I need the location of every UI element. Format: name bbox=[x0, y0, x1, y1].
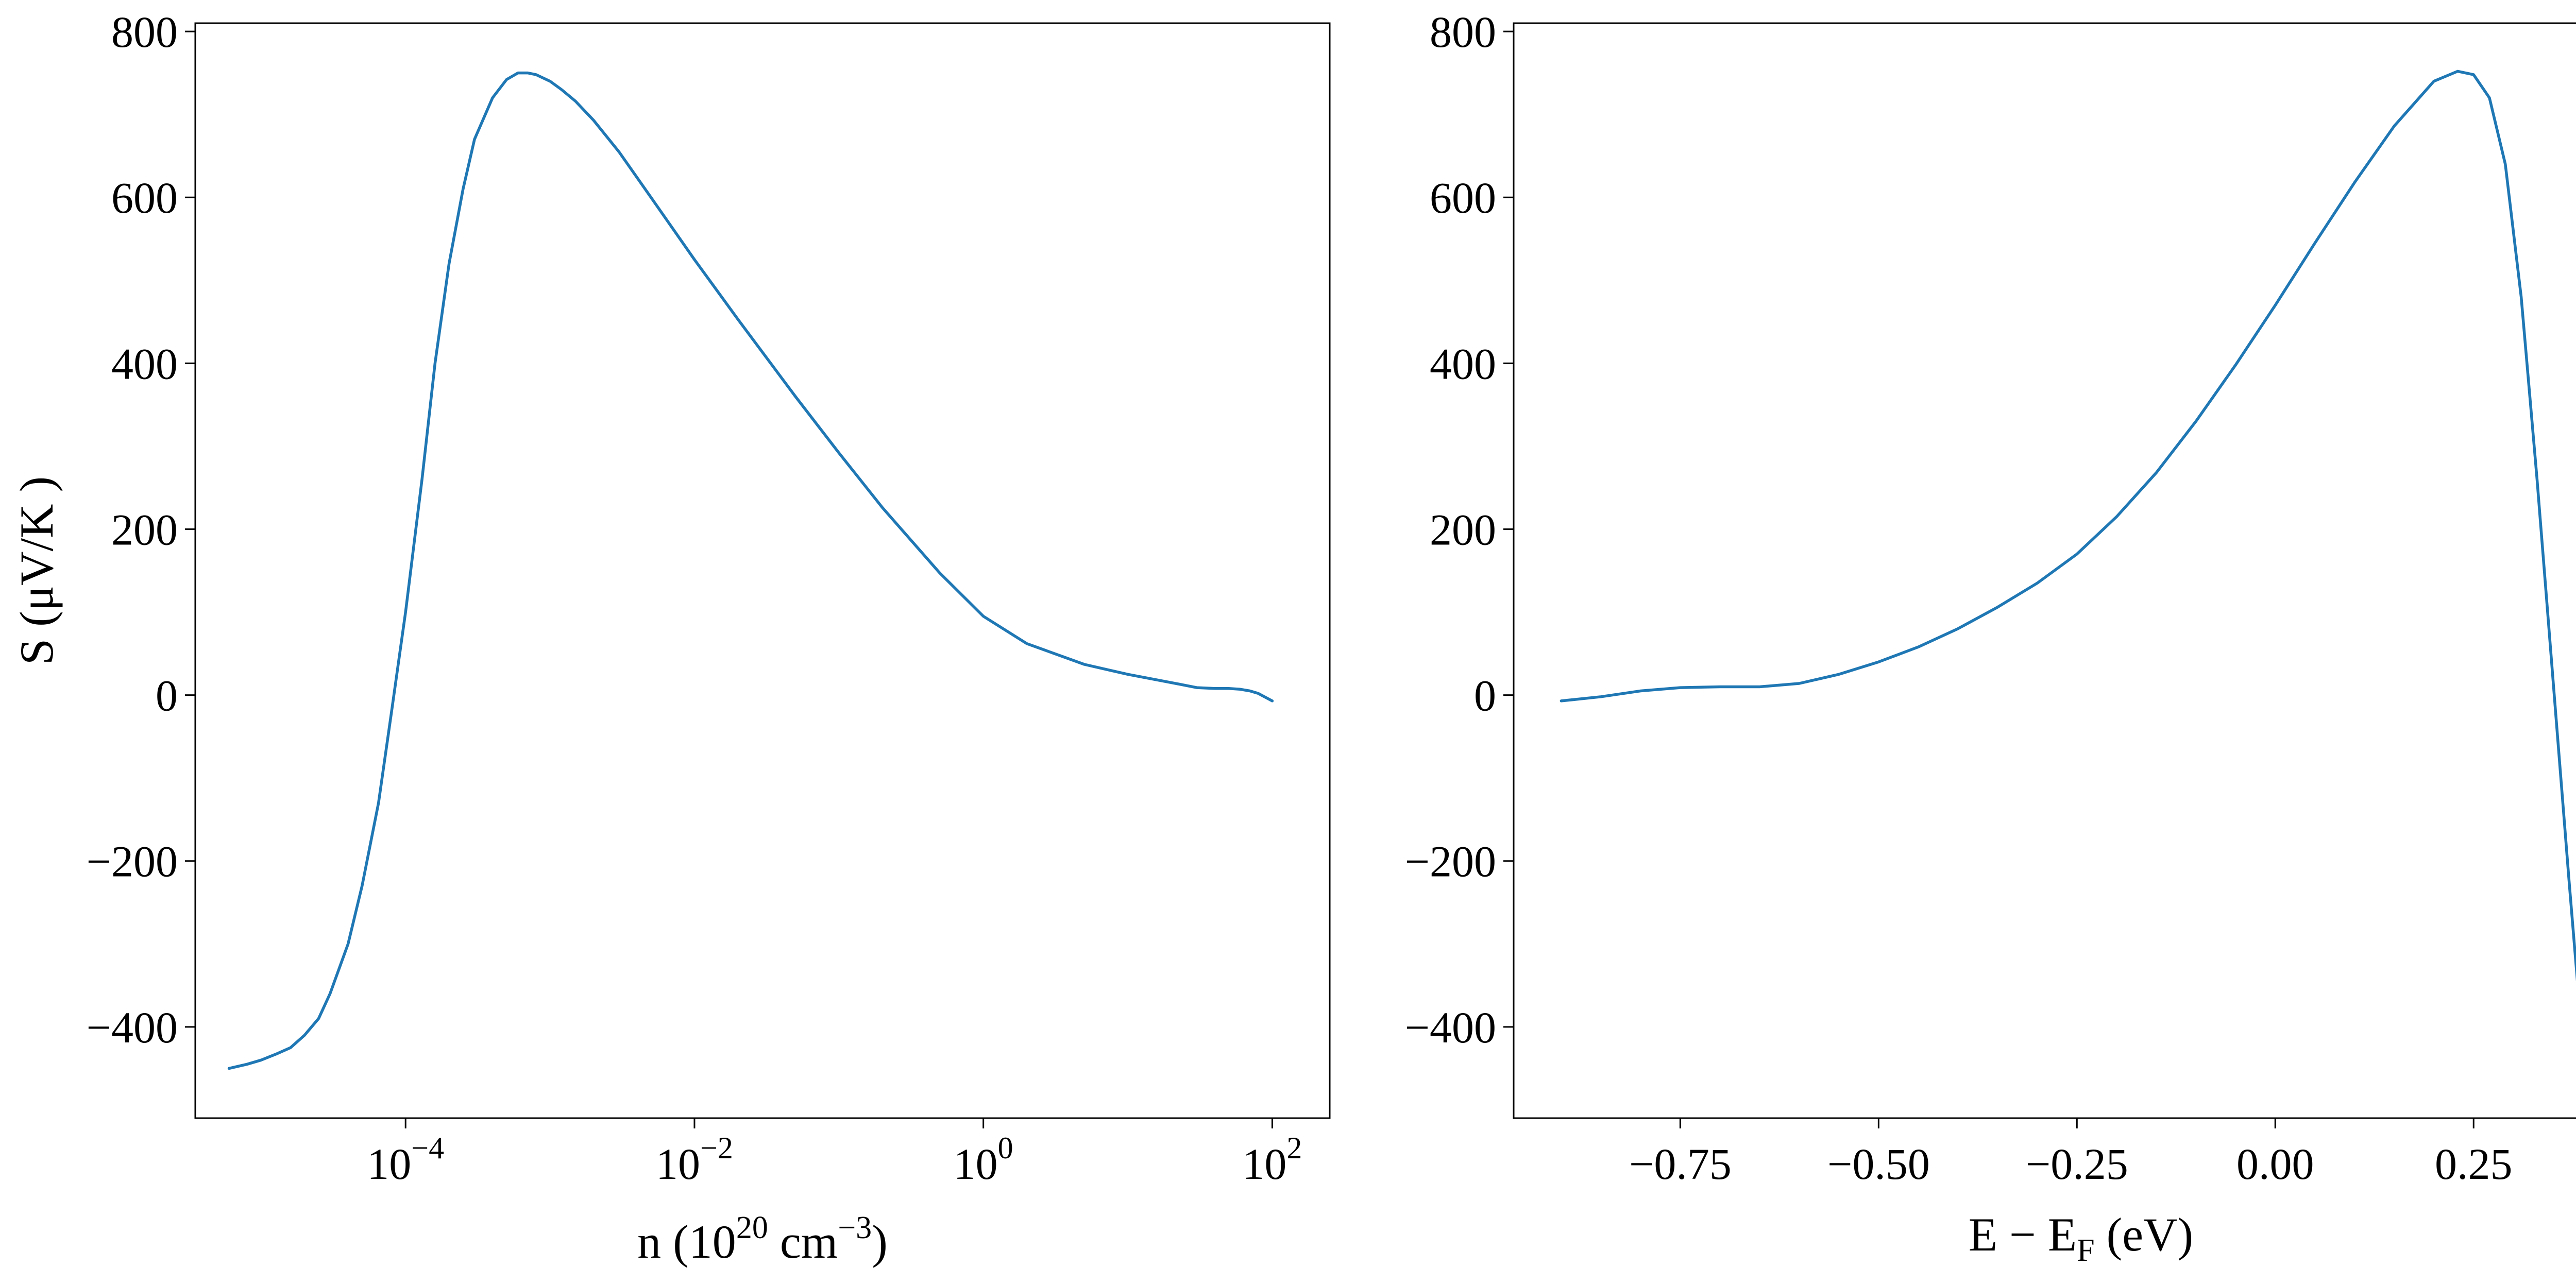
right-y-tick-label: −400 bbox=[1404, 1003, 1496, 1052]
right-x-tick-label: 0.00 bbox=[2236, 1139, 2314, 1189]
right-series-layer bbox=[1560, 70, 2576, 982]
right-panel: −400 −200 0 200 400 600 800 −0.75 −0.50 −0.25 0.0… bbox=[1404, 7, 2576, 1268]
left-x-tick-label: 10−4 bbox=[367, 1131, 444, 1189]
left-x-label-base: n (10 bbox=[637, 1215, 736, 1268]
left-x-label-exp2: −3 bbox=[838, 1210, 872, 1245]
left-x-label-tail: ) bbox=[872, 1215, 888, 1268]
left-y-tick-label: −400 bbox=[86, 1003, 178, 1052]
right-y-tick-label: 0 bbox=[1474, 671, 1496, 721]
right-y-tick-label: 600 bbox=[1430, 173, 1496, 222]
right-x-ticks: −0.75 −0.50 −0.25 0.00 0.25 bbox=[1629, 1118, 2513, 1189]
right-y-tick-label: 200 bbox=[1430, 505, 1496, 554]
left-x-label-mid: cm bbox=[768, 1215, 838, 1268]
left-x-tick-label: 100 bbox=[954, 1131, 1013, 1189]
right-y-tick-label: 400 bbox=[1430, 339, 1496, 388]
right-x-label-base: E − E bbox=[1969, 1208, 2077, 1261]
right-plot-frame bbox=[1513, 22, 2576, 1119]
right-y-tick-label: 800 bbox=[1430, 7, 1496, 57]
right-series-line-0 bbox=[1560, 70, 2576, 982]
left-y-axis-label: S (μV/K ) bbox=[10, 476, 63, 665]
right-x-tick-label: 0.25 bbox=[2435, 1139, 2513, 1189]
left-x-tick-label: 10−2 bbox=[656, 1131, 733, 1189]
left-y-ticks: −400 −200 0 200 400 600 800 bbox=[86, 7, 195, 1052]
left-x-ticks: 10−4 10−2 100 102 bbox=[367, 1118, 1302, 1189]
right-y-tick-label: −200 bbox=[1404, 837, 1496, 886]
left-x-label-exp1: 20 bbox=[736, 1210, 768, 1245]
left-y-tick-label: −200 bbox=[86, 837, 178, 886]
left-y-tick-label: 0 bbox=[156, 671, 178, 721]
right-x-axis-label: E − EF (eV) bbox=[1969, 1208, 2193, 1268]
left-x-axis-label: n (1020 cm−3) bbox=[637, 1210, 888, 1268]
left-y-tick-label: 200 bbox=[111, 505, 178, 554]
left-y-tick-label: 800 bbox=[111, 7, 178, 57]
left-y-tick-label: 400 bbox=[111, 339, 178, 388]
left-panel: −400 −200 0 200 400 600 800 10−4 10−2 100 102 S (… bbox=[10, 7, 1331, 1268]
right-x-tick-label: −0.50 bbox=[1827, 1139, 1930, 1189]
left-x-tick-label: 102 bbox=[1242, 1131, 1302, 1189]
right-y-ticks: −400 −200 0 200 400 600 800 bbox=[1404, 7, 1514, 1052]
right-x-tick-label: −0.25 bbox=[2026, 1139, 2128, 1189]
right-x-tick-label: −0.75 bbox=[1629, 1139, 1732, 1189]
right-x-label-sub: F bbox=[2077, 1233, 2094, 1268]
right-x-label-tail: (eV) bbox=[2095, 1208, 2194, 1261]
left-y-tick-label: 600 bbox=[111, 173, 178, 222]
left-series-line-0 bbox=[227, 71, 1274, 1070]
left-plot-frame bbox=[194, 22, 1331, 1119]
left-series-layer bbox=[227, 71, 1274, 1070]
